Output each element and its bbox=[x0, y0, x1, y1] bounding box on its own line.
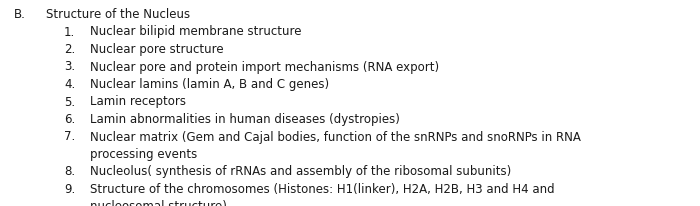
Text: 2.: 2. bbox=[64, 43, 76, 56]
Text: Nuclear pore and protein import mechanisms (RNA export): Nuclear pore and protein import mechanis… bbox=[90, 60, 439, 73]
Text: Lamin abnormalities in human diseases (dystropies): Lamin abnormalities in human diseases (d… bbox=[90, 112, 400, 125]
Text: Nuclear pore structure: Nuclear pore structure bbox=[90, 43, 223, 56]
Text: nucleosomal structure): nucleosomal structure) bbox=[90, 200, 227, 206]
Text: B.: B. bbox=[14, 8, 26, 21]
Text: 9.: 9. bbox=[64, 182, 76, 195]
Text: Structure of the Nucleus: Structure of the Nucleus bbox=[46, 8, 190, 21]
Text: Nuclear matrix (Gem and Cajal bodies, function of the snRNPs and snoRNPs in RNA: Nuclear matrix (Gem and Cajal bodies, fu… bbox=[90, 130, 581, 143]
Text: 3.: 3. bbox=[64, 60, 75, 73]
Text: 7.: 7. bbox=[64, 130, 76, 143]
Text: Nuclear bilipid membrane structure: Nuclear bilipid membrane structure bbox=[90, 25, 302, 38]
Text: Nucleolus( synthesis of rRNAs and assembly of the ribosomal subunits): Nucleolus( synthesis of rRNAs and assemb… bbox=[90, 165, 511, 178]
Text: Lamin receptors: Lamin receptors bbox=[90, 95, 186, 108]
Text: Structure of the chromosomes (Histones: H1(linker), H2A, H2B, H3 and H4 and: Structure of the chromosomes (Histones: … bbox=[90, 182, 554, 195]
Text: 4.: 4. bbox=[64, 78, 76, 91]
Text: 5.: 5. bbox=[64, 95, 75, 108]
Text: processing events: processing events bbox=[90, 147, 197, 160]
Text: 1.: 1. bbox=[64, 25, 76, 38]
Text: 6.: 6. bbox=[64, 112, 76, 125]
Text: Nuclear lamins (lamin A, B and C genes): Nuclear lamins (lamin A, B and C genes) bbox=[90, 78, 329, 91]
Text: 8.: 8. bbox=[64, 165, 75, 178]
